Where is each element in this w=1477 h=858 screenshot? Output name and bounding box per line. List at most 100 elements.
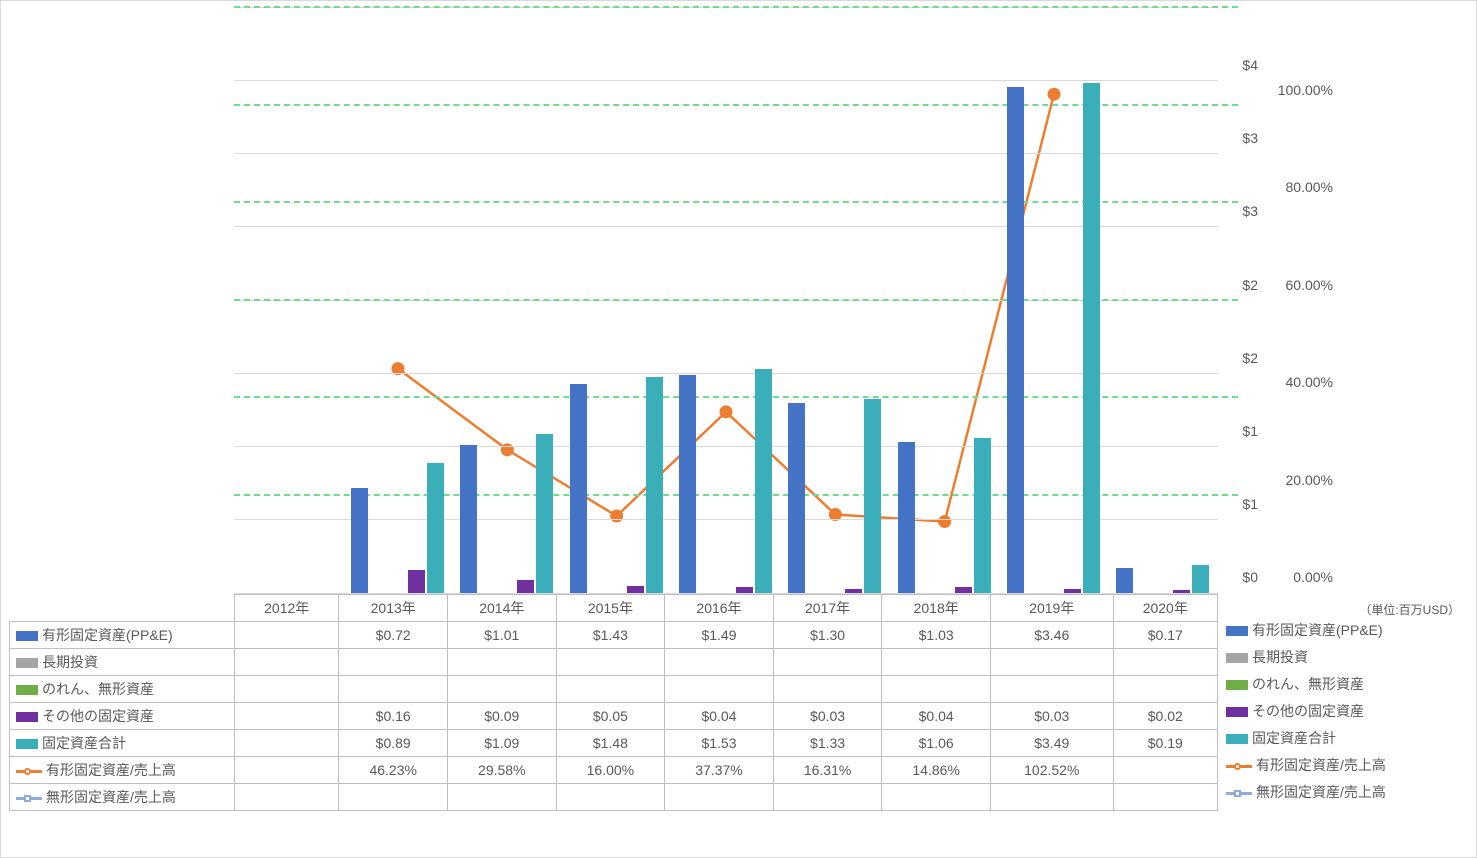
bar-ppe (351, 488, 368, 593)
bar-total (1192, 565, 1209, 593)
unit-label: （単位:百万USD） (1359, 601, 1460, 618)
cell: $1.43 (556, 622, 665, 649)
bar-ppe (788, 403, 805, 593)
bar-ppe (1116, 568, 1133, 593)
y1-tick-label: $2 (1242, 277, 1258, 293)
year-header: 2015年 (556, 595, 665, 622)
cell (339, 784, 448, 811)
y2-tick-label: 40.00% (1286, 374, 1333, 390)
y2-tick-label: 100.00% (1278, 82, 1333, 98)
cell (665, 784, 774, 811)
legend-item-intang_ratio: 無形固定資産/売上高 (1222, 779, 1460, 806)
y2-tick-label: 60.00% (1286, 277, 1333, 293)
cell (235, 622, 339, 649)
y2-tick-label: 0.00% (1293, 569, 1333, 585)
bar-other (1173, 590, 1190, 593)
y1-tick-label: $1 (1242, 496, 1258, 512)
year-header: 2017年 (773, 595, 882, 622)
legend-item-goodwill: のれん、無形資産 (1222, 671, 1460, 698)
cell: 46.23% (339, 757, 448, 784)
row-label-goodwill: のれん、無形資産 (10, 676, 235, 703)
cell: $1.53 (665, 730, 774, 757)
y1-tick-label: $0 (1242, 569, 1258, 585)
cell: $1.49 (665, 622, 774, 649)
year-header: 2012年 (235, 595, 339, 622)
bar-other (955, 587, 972, 593)
cell (448, 649, 557, 676)
plot-area: $0$1$1$2$2$3$3$4$40.00%20.00%40.00%60.00… (234, 9, 1218, 594)
year-header: 2019年 (990, 595, 1113, 622)
cell (448, 784, 557, 811)
row-label-total: 固定資産合計 (10, 730, 235, 757)
cell (1113, 784, 1217, 811)
cell (882, 676, 991, 703)
cell (556, 676, 665, 703)
cell: 16.31% (773, 757, 882, 784)
bar-other (845, 589, 862, 593)
right-legend: 有形固定資産(PP&E)長期投資のれん、無形資産その他の固定資産固定資産合計有形… (1222, 617, 1460, 806)
legend-item-other: その他の固定資産 (1222, 698, 1460, 725)
data-table: 2012年2013年2014年2015年2016年2017年2018年2019年… (9, 594, 1218, 811)
cell (556, 649, 665, 676)
cell (235, 784, 339, 811)
bar-other (627, 586, 644, 593)
cell (665, 649, 774, 676)
cell: $3.49 (990, 730, 1113, 757)
cell: $1.03 (882, 622, 991, 649)
row-label-ppe_ratio: 有形固定資産/売上高 (10, 757, 235, 784)
cell: $1.48 (556, 730, 665, 757)
cell (235, 730, 339, 757)
cell: 37.37% (665, 757, 774, 784)
year-header: 2018年 (882, 595, 991, 622)
chart-area: $0$1$1$2$2$3$3$4$40.00%20.00%40.00%60.00… (9, 9, 1468, 811)
row-label-intang_ratio: 無形固定資産/売上高 (10, 784, 235, 811)
bar-total (864, 399, 881, 594)
cell (1113, 676, 1217, 703)
cell (235, 703, 339, 730)
cell (235, 757, 339, 784)
cell: $0.04 (882, 703, 991, 730)
cell (235, 676, 339, 703)
cell (990, 784, 1113, 811)
cell: 14.86% (882, 757, 991, 784)
cell (882, 649, 991, 676)
cell (556, 784, 665, 811)
cell: $0.17 (1113, 622, 1217, 649)
chart-container: $0$1$1$2$2$3$3$4$40.00%20.00%40.00%60.00… (0, 0, 1477, 858)
cell: $0.03 (773, 703, 882, 730)
year-header: 2016年 (665, 595, 774, 622)
cell: 29.58% (448, 757, 557, 784)
legend-item-longterm: 長期投資 (1222, 644, 1460, 671)
bar-ppe (1007, 87, 1024, 593)
cell: $0.19 (1113, 730, 1217, 757)
cell (1113, 757, 1217, 784)
cell: $1.33 (773, 730, 882, 757)
bar-total (1083, 83, 1100, 593)
year-header: 2014年 (448, 595, 557, 622)
y2-tick-label: 80.00% (1286, 179, 1333, 195)
bar-other (736, 587, 753, 593)
cell: $1.09 (448, 730, 557, 757)
cell: $0.04 (665, 703, 774, 730)
y2-tick-label: 20.00% (1286, 472, 1333, 488)
cell (773, 784, 882, 811)
row-label-other: その他の固定資産 (10, 703, 235, 730)
cell: $0.16 (339, 703, 448, 730)
cell: $1.06 (882, 730, 991, 757)
cell: $1.30 (773, 622, 882, 649)
bar-total (646, 377, 663, 593)
cell (773, 649, 882, 676)
legend-item-ppe: 有形固定資産(PP&E) (1222, 617, 1460, 644)
bar-ppe (570, 384, 587, 593)
bar-other (408, 570, 425, 593)
y1-tick-label: $2 (1242, 350, 1258, 366)
cell (990, 649, 1113, 676)
cell (665, 676, 774, 703)
data-table-wrap: 2012年2013年2014年2015年2016年2017年2018年2019年… (9, 594, 1218, 811)
bar-total (427, 463, 444, 593)
cell (990, 676, 1113, 703)
cell (882, 784, 991, 811)
bar-total (755, 369, 772, 593)
bar-other (1064, 589, 1081, 593)
cell (339, 649, 448, 676)
